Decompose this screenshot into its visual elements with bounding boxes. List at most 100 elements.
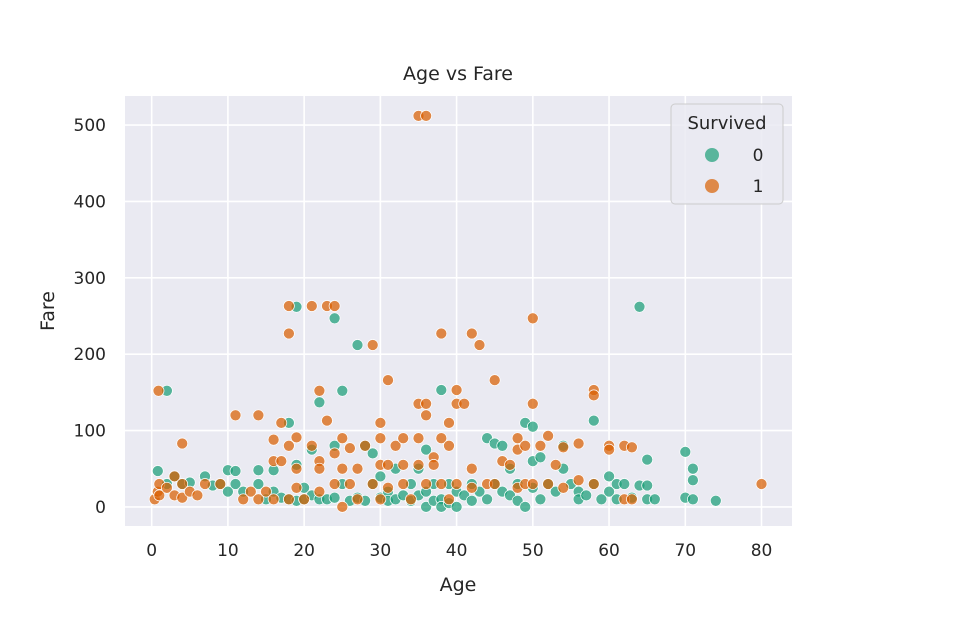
point-survived-1-83 bbox=[450, 384, 463, 396]
point-survived-1-61 bbox=[382, 481, 394, 494]
point-survived-1-44 bbox=[328, 478, 341, 490]
point-survived-1-9 bbox=[176, 478, 189, 490]
point-survived-1-49 bbox=[344, 478, 356, 490]
point-survived-1-85 bbox=[450, 478, 463, 490]
y-tick-label-1: 100 bbox=[74, 422, 106, 442]
x-tick-label-0: 0 bbox=[146, 541, 157, 561]
legend-label-1: 1 bbox=[753, 177, 764, 197]
point-survived-1-29 bbox=[283, 493, 295, 506]
point-survived-1-73 bbox=[420, 409, 432, 422]
point-survived-0-87 bbox=[534, 493, 547, 506]
point-survived-1-6 bbox=[168, 470, 181, 483]
point-survived-0-110 bbox=[648, 493, 661, 506]
point-survived-1-108 bbox=[557, 441, 570, 454]
point-survived-0-60 bbox=[435, 384, 448, 396]
point-survived-1-70 bbox=[412, 459, 425, 471]
point-survived-1-17 bbox=[244, 485, 257, 498]
x-axis-label: Age bbox=[440, 574, 477, 596]
point-survived-1-121 bbox=[755, 478, 768, 490]
point-survived-0-57 bbox=[420, 501, 432, 513]
point-survived-1-43 bbox=[328, 447, 341, 460]
x-tick-label-8: 80 bbox=[751, 541, 773, 561]
point-survived-1-62 bbox=[389, 439, 402, 452]
point-survived-0-96 bbox=[587, 414, 600, 427]
point-survived-1-51 bbox=[351, 493, 364, 506]
point-survived-0-29 bbox=[313, 396, 326, 409]
point-survived-0-11 bbox=[229, 465, 242, 477]
series-1-points bbox=[148, 110, 768, 513]
point-survived-1-52 bbox=[359, 439, 371, 452]
point-survived-1-113 bbox=[587, 389, 600, 402]
point-survived-1-27 bbox=[283, 327, 295, 340]
point-survived-1-8 bbox=[176, 437, 189, 450]
point-survived-1-42 bbox=[328, 300, 341, 312]
point-survived-1-86 bbox=[458, 397, 471, 410]
point-survived-1-65 bbox=[397, 478, 410, 490]
point-survived-1-28 bbox=[283, 439, 295, 452]
point-survived-0-116 bbox=[709, 494, 722, 507]
point-survived-0-83 bbox=[526, 420, 539, 433]
legend-label-0: 0 bbox=[753, 146, 764, 166]
point-survived-0-12 bbox=[229, 478, 242, 490]
point-survived-1-72 bbox=[420, 397, 432, 410]
y-tick-label-4: 400 bbox=[74, 192, 106, 212]
point-survived-1-64 bbox=[397, 459, 410, 471]
point-survived-1-32 bbox=[290, 481, 303, 494]
point-survived-1-102 bbox=[526, 397, 539, 410]
point-survived-0-108 bbox=[641, 479, 654, 492]
point-survived-1-19 bbox=[252, 493, 265, 506]
point-survived-1-101 bbox=[526, 312, 539, 325]
point-survived-1-50 bbox=[351, 462, 364, 475]
point-survived-1-47 bbox=[336, 501, 349, 513]
point-survived-0-10 bbox=[222, 485, 234, 498]
point-survived-0-98 bbox=[595, 493, 608, 506]
point-survived-1-92 bbox=[488, 374, 501, 386]
point-survived-1-56 bbox=[374, 432, 387, 445]
point-survived-0-35 bbox=[336, 384, 349, 397]
point-survived-1-26 bbox=[283, 300, 295, 312]
point-survived-1-39 bbox=[313, 485, 326, 498]
point-survived-1-106 bbox=[542, 478, 554, 490]
point-survived-1-54 bbox=[366, 478, 379, 490]
point-survived-1-76 bbox=[427, 459, 440, 471]
point-survived-1-69 bbox=[412, 432, 425, 445]
point-survived-1-4 bbox=[153, 489, 166, 502]
legend-marker-1 bbox=[705, 179, 719, 193]
point-survived-1-55 bbox=[374, 417, 387, 429]
point-survived-0-95 bbox=[580, 489, 593, 502]
point-survived-0-100 bbox=[603, 485, 615, 498]
point-survived-0-114 bbox=[687, 474, 699, 487]
point-survived-1-74 bbox=[420, 478, 432, 490]
point-survived-1-109 bbox=[557, 481, 570, 494]
point-survived-1-25 bbox=[275, 455, 288, 467]
legend-title: Survived bbox=[687, 113, 766, 134]
point-survived-1-120 bbox=[626, 493, 638, 506]
chart-title: Age vs Fare bbox=[403, 63, 513, 85]
y-axis-label: Fare bbox=[37, 291, 59, 331]
point-survived-1-33 bbox=[298, 493, 310, 506]
point-survived-1-107 bbox=[549, 459, 562, 471]
point-survived-1-119 bbox=[626, 441, 638, 454]
point-survived-0-75 bbox=[496, 439, 509, 452]
point-survived-1-12 bbox=[191, 489, 204, 502]
point-survived-0-69 bbox=[465, 494, 478, 507]
point-survived-1-18 bbox=[252, 409, 265, 422]
point-survived-1-89 bbox=[465, 481, 478, 494]
point-survived-1-36 bbox=[313, 384, 326, 397]
point-survived-1-34 bbox=[305, 300, 318, 312]
point-survived-0-111 bbox=[679, 446, 692, 458]
point-survived-0-55 bbox=[420, 443, 432, 456]
point-survived-0-66 bbox=[450, 501, 463, 513]
point-survived-0-72 bbox=[481, 493, 493, 506]
x-tick-label-2: 20 bbox=[293, 541, 315, 561]
y-tick-label-3: 300 bbox=[74, 269, 106, 289]
point-survived-0-103 bbox=[618, 478, 631, 490]
point-survived-1-104 bbox=[534, 439, 547, 452]
point-survived-1-20 bbox=[260, 485, 272, 498]
point-survived-0-0 bbox=[151, 465, 164, 477]
x-tick-labels: 0 10 20 30 40 50 60 70 80 bbox=[146, 541, 772, 561]
point-survived-1-77 bbox=[435, 327, 448, 340]
point-survived-0-45 bbox=[374, 470, 387, 483]
point-survived-1-24 bbox=[275, 417, 288, 429]
legend-frame bbox=[670, 103, 784, 205]
